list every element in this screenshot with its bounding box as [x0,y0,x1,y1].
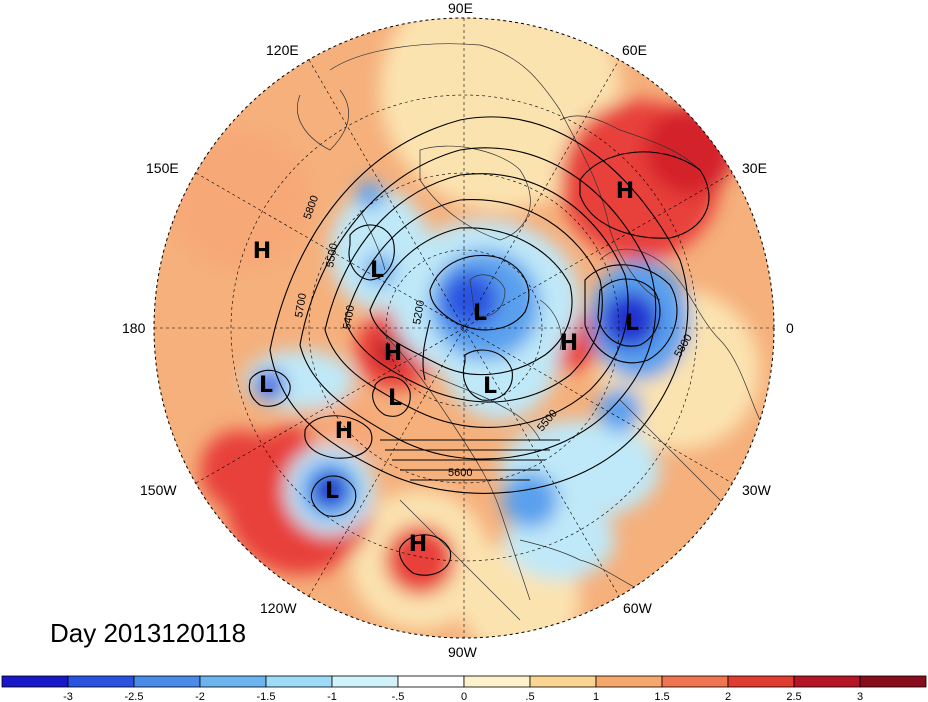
colorbar-tick-label: .5 [525,691,534,702]
pressure-center-bering-low: L [370,258,384,283]
pressure-center-marks: H H L L L H H L L L H L H [253,179,639,557]
pressure-center-scandinavia-low: L [625,311,639,336]
pressure-center-alaska-high: H [384,341,402,366]
map-boundary [153,17,775,639]
colorbar-tick-label: -1 [327,691,337,702]
colorbar-box [1,675,69,688]
pressure-center-west-pacific-high: H [253,239,271,264]
lon-label-90w: 90W [448,644,477,660]
anomaly-field [154,18,774,638]
pressure-center-alaska-gulf-low: L [259,373,273,398]
colorbar-box [331,675,399,688]
contour-label: 5200 [411,299,427,325]
colorbar-tick-label: -2 [195,691,205,702]
lon-label-150w: 150W [140,482,177,498]
colorbar-tick-label: 3 [857,691,863,702]
lon-label-60w: 60W [623,600,652,616]
lon-label-150e: 150E [146,160,179,176]
pressure-center-mexico-high: H [409,532,427,557]
contour-label: 5500 [324,242,340,268]
pressure-center-greenland-high: H [560,331,578,356]
contour-label: 5400 [341,304,357,330]
contour-label: 5600 [448,467,472,479]
day-title: Day 2013120118 [50,618,247,648]
lon-label-60e: 60E [622,42,647,58]
colorbar-box [727,675,795,688]
pressure-center-hudson-low: L [388,386,402,411]
colorbar-tick-label: -.5 [392,691,405,702]
pressure-center-pacific-high: H [335,419,353,444]
colorbar-tick-label: 2.5 [786,691,801,702]
pressure-center-central-asia-high: H [616,179,634,204]
colorbar-tick-label: -2.5 [125,691,144,702]
height-contours [248,116,710,576]
pressure-center-canada-low: L [483,374,497,399]
colorbar-tick-label: 0 [461,691,467,702]
colorbar-box [67,675,135,688]
lon-label-30e: 30E [742,160,767,176]
colorbar-tick-label: 1.5 [654,691,669,702]
pressure-center-hawaii-low: L [325,479,339,504]
colorbar-box [199,675,267,688]
lon-label-120w: 120W [260,600,297,616]
colorbar-box [595,675,663,688]
colorbar-box [529,675,597,688]
colorbar-box [661,675,729,688]
colorbar-box [397,675,465,688]
lon-label-30w: 30W [742,482,771,498]
lon-label-90e: 90E [448,0,473,16]
pressure-center-polar-low: L [473,301,487,326]
colorbar-box [463,675,531,688]
colorbar-box [265,675,333,688]
colorbar-tick-label: -3 [63,691,73,702]
graticule [154,18,774,638]
colorbar-tick-label: -1.5 [257,691,276,702]
colorbar: -3 -2.5 -2 -1.5 -1 -.5 0 .5 1 1.5 2 2.5 3 [1,675,927,702]
colorbar-tick-label: 2 [725,691,731,702]
colorbar-box [133,675,201,688]
colorbar-tick-label: 1 [593,691,599,702]
colorbar-box [859,675,927,688]
lon-label-180: 180 [122,320,146,336]
lon-label-0: 0 [786,320,794,336]
contour-label: 5700 [293,292,309,318]
lon-label-120e: 120E [266,42,299,58]
colorbar-box [793,675,861,688]
